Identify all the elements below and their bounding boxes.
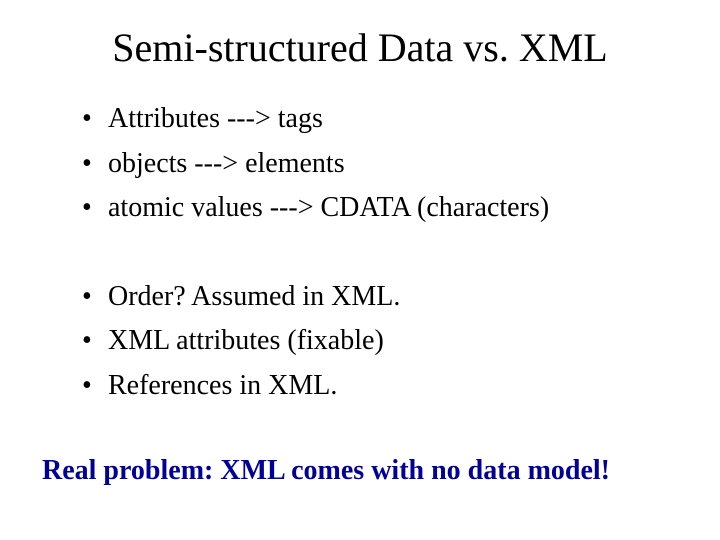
bullet-item: Order? Assumed in XML. <box>30 277 690 318</box>
bullet-item: Attributes ---> tags <box>30 99 690 140</box>
slide-title: Semi-structured Data vs. XML <box>30 24 690 71</box>
bullet-group-1: Attributes ---> tags objects ---> elemen… <box>30 99 690 229</box>
bullet-group-2: Order? Assumed in XML. XML attributes (f… <box>30 277 690 407</box>
bullet-item: XML attributes (fixable) <box>30 321 690 362</box>
bullet-item: References in XML. <box>30 366 690 407</box>
bullet-item: objects ---> elements <box>30 144 690 185</box>
footer-note: Real problem: XML comes with no data mod… <box>42 455 690 487</box>
slide-container: Semi-structured Data vs. XML Attributes … <box>0 0 720 540</box>
bullet-item: atomic values ---> CDATA (characters) <box>30 188 690 229</box>
